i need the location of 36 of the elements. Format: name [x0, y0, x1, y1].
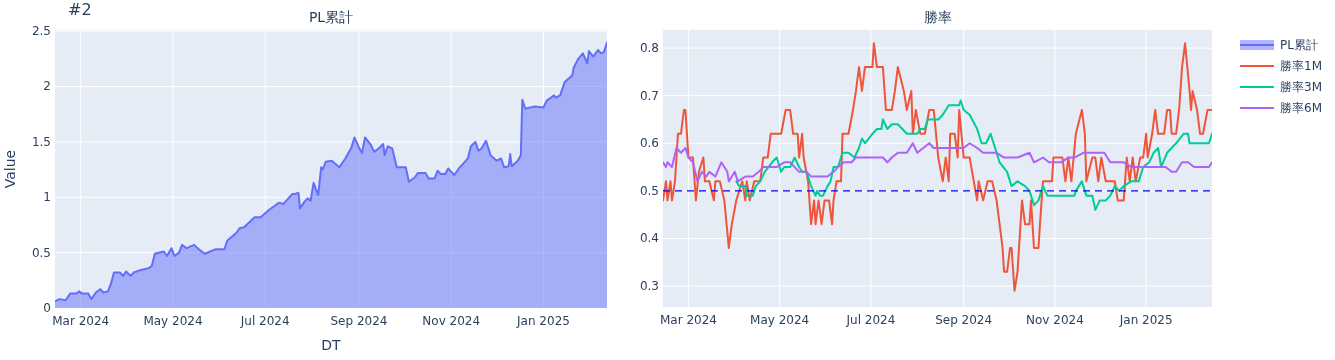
- x-tick-label: Jul 2024: [239, 314, 290, 328]
- x-tick-label: May 2024: [750, 313, 810, 327]
- legend-label: 勝率3M: [1280, 80, 1322, 94]
- x-tick-label: Jan 2025: [516, 314, 570, 328]
- x-tick-label: Sep 2024: [330, 314, 388, 328]
- y-tick-label: 0.3: [639, 279, 659, 294]
- line-series: [735, 99, 1212, 211]
- y-tick-label: 0.5: [639, 183, 659, 198]
- line-series: [663, 142, 1212, 183]
- x-tick-label: Nov 2024: [422, 314, 481, 328]
- y-tick-label: 0: [43, 301, 51, 315]
- line-series: [663, 42, 1212, 292]
- legend-label: 勝率6M: [1280, 101, 1322, 115]
- x-tick-label: Sep 2024: [935, 313, 993, 327]
- legend-label: 勝率1M: [1280, 59, 1322, 73]
- y-tick-label: 2.5: [31, 24, 51, 39]
- x-tick-label: Jan 2025: [1118, 313, 1173, 327]
- chart-title: PL累計: [308, 9, 354, 25]
- y-tick-label: 0.6: [639, 136, 659, 151]
- x-axis-title: DT: [321, 337, 342, 353]
- y-tick-label: 1: [43, 190, 51, 205]
- x-tick-label: Mar 2024: [659, 313, 717, 327]
- y-tick-label: 0.8: [639, 41, 659, 56]
- x-tick-label: Nov 2024: [1026, 313, 1084, 327]
- chart-title: 勝率: [923, 9, 952, 25]
- y-tick-label: 1.5: [31, 134, 51, 149]
- legend-label: PL累計: [1280, 38, 1318, 52]
- y-axis-title: Value: [2, 149, 18, 189]
- x-tick-label: Jul 2024: [845, 313, 896, 327]
- x-tick-label: Mar 2024: [52, 314, 110, 328]
- y-tick-label: 2: [43, 79, 51, 94]
- x-tick-label: May 2024: [143, 314, 203, 328]
- y-tick-label: 0.4: [639, 231, 659, 246]
- y-tick-label: 0.5: [31, 245, 51, 260]
- y-tick-label: 0.7: [639, 88, 659, 103]
- text: #2: [68, 0, 92, 19]
